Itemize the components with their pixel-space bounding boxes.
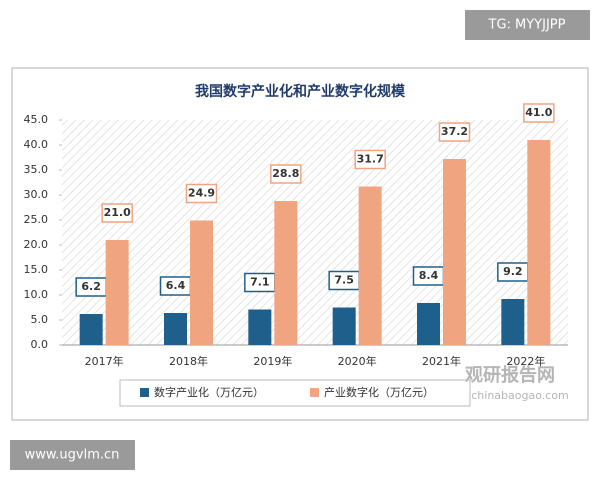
bar xyxy=(248,309,272,345)
x-tick-label: 2021年 xyxy=(422,354,461,368)
label-box xyxy=(523,103,555,123)
bar xyxy=(358,186,382,345)
label-box xyxy=(354,149,386,170)
y-tick-label: 15.0 xyxy=(24,263,49,276)
bar xyxy=(105,240,129,345)
bar xyxy=(79,314,103,345)
x-tick-label: 2017年 xyxy=(85,354,124,368)
label-box xyxy=(185,183,218,204)
data-label: 31.7 xyxy=(357,153,384,166)
data-label: 41.0 xyxy=(525,106,552,119)
data-label: 21.0 xyxy=(104,206,131,219)
data-label: 7.1 xyxy=(250,276,270,289)
label-box xyxy=(101,203,133,223)
x-tick-label: 2018年 xyxy=(169,354,208,368)
watermark-box xyxy=(465,10,590,40)
y-tick-label: 30.0 xyxy=(24,188,49,201)
data-label: 7.5 xyxy=(334,274,354,287)
x-tick-label: 2022年 xyxy=(506,354,545,368)
x-tick-label: 2020年 xyxy=(338,354,377,368)
label-box xyxy=(438,122,471,142)
x-tick-label: 2019年 xyxy=(253,354,292,368)
y-tick-label: 40.0 xyxy=(24,138,49,151)
y-tick-label: 25.0 xyxy=(24,213,49,226)
watermark-box xyxy=(10,440,135,470)
chart-title: 我国数字产业化和产业数字化规模 xyxy=(195,83,406,100)
data-label: 6.4 xyxy=(166,279,186,292)
data-label: 28.8 xyxy=(272,167,299,180)
y-tick-label: 10.0 xyxy=(24,288,49,301)
bar xyxy=(332,307,356,345)
data-label: 6.2 xyxy=(81,280,101,293)
y-tick-label: 0.0 xyxy=(31,338,49,351)
y-tick-label: 45.0 xyxy=(24,113,49,126)
watermark: TG: MYYJJPP xyxy=(488,18,566,33)
legend-label: 数字产业化（万亿元） xyxy=(154,385,264,399)
plot-area xyxy=(62,120,568,345)
bar xyxy=(164,313,187,345)
data-label: 8.4 xyxy=(419,269,439,282)
legend-swatch xyxy=(140,388,149,397)
brand-url: chinabaogao.com xyxy=(471,389,569,402)
y-tick-label: 5.0 xyxy=(31,313,49,326)
bar xyxy=(417,303,440,345)
y-tick-label: 20.0 xyxy=(24,238,49,251)
legend-swatch xyxy=(310,388,319,397)
watermark: www.ugvlm.cn xyxy=(25,448,120,463)
label-box xyxy=(270,164,302,184)
legend-box xyxy=(119,379,471,407)
bar xyxy=(190,220,213,345)
data-label: 24.9 xyxy=(188,187,215,200)
y-tick-label: 35.0 xyxy=(24,163,49,176)
data-label: 37.2 xyxy=(441,125,468,138)
brand-watermark: 观研报告网 xyxy=(465,364,555,386)
bar xyxy=(443,159,466,345)
bar xyxy=(501,299,525,345)
bar xyxy=(274,201,298,345)
bar xyxy=(527,140,551,345)
legend-label: 产业数字化（万亿元） xyxy=(324,385,434,399)
data-label: 9.2 xyxy=(503,265,523,278)
